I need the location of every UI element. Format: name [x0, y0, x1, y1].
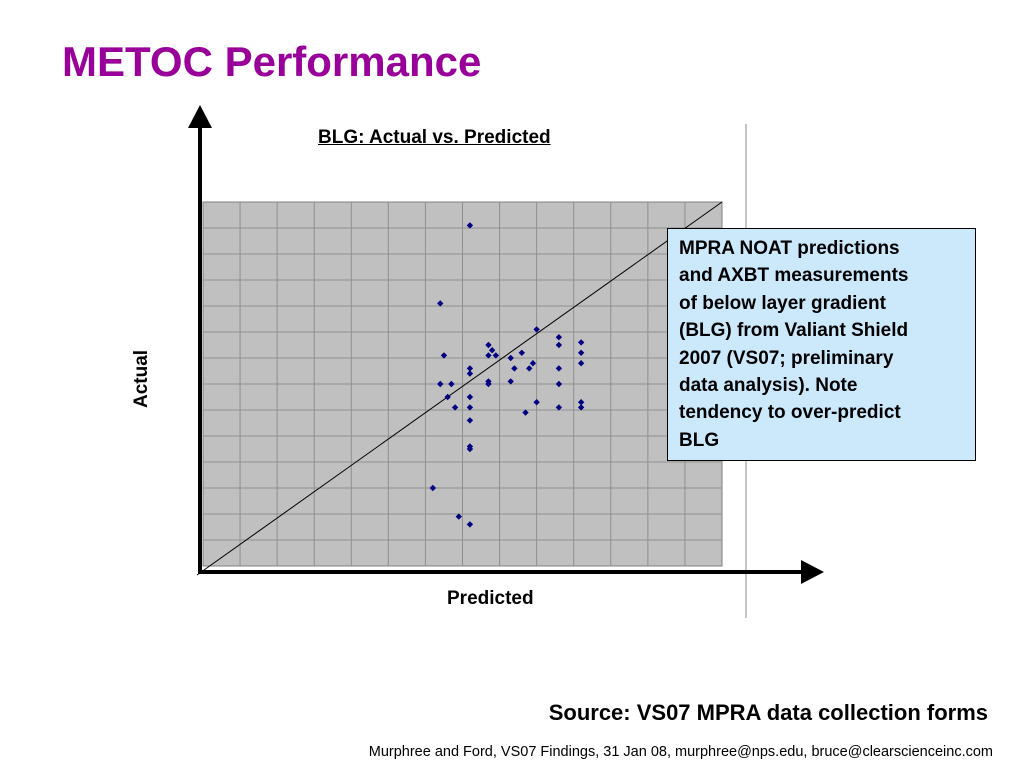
data-point	[577, 349, 585, 356]
data-point	[437, 300, 444, 307]
x-axis-arrowhead	[801, 560, 824, 584]
data-point	[529, 360, 537, 367]
data-point	[533, 326, 540, 333]
data-point	[555, 365, 563, 372]
data-point	[526, 365, 533, 372]
data-point	[518, 349, 526, 356]
data-point	[429, 484, 437, 492]
data-point	[533, 399, 540, 406]
data-point	[507, 378, 514, 385]
data-point	[437, 380, 444, 388]
data-point	[485, 380, 492, 388]
data-point	[555, 404, 563, 411]
data-point	[511, 365, 518, 372]
y-axis-label: Actual	[131, 349, 152, 408]
annotation-line: MPRA NOAT predictions	[679, 238, 900, 259]
data-point	[577, 360, 585, 367]
chart-title: BLG: Actual vs. Predicted	[318, 127, 551, 148]
data-point	[466, 222, 474, 229]
data-point	[448, 380, 455, 388]
data-point	[507, 354, 514, 362]
annotation-line: BLG	[679, 429, 720, 451]
data-point	[555, 380, 563, 388]
data-point	[451, 404, 459, 411]
footer-credit: Murphree and Ford, VS07 Findings, 31 Jan…	[368, 744, 993, 760]
annotation-line: (BLG) from Valiant Shield	[679, 320, 909, 342]
data-point	[488, 347, 496, 354]
data-point	[522, 409, 529, 416]
data-point	[555, 334, 563, 341]
data-point	[577, 339, 585, 346]
data-point	[466, 445, 474, 453]
annotation-line: data analysis). Note	[679, 375, 858, 397]
reference-line	[196, 201, 723, 576]
data-point	[466, 370, 474, 377]
x-axis-label: Predicted	[447, 588, 534, 609]
y-axis-arrowhead	[188, 105, 212, 128]
data-point	[555, 341, 563, 349]
data-point	[485, 352, 492, 359]
data-point	[466, 404, 474, 411]
annotation-line: of below layer gradient	[679, 292, 886, 314]
data-point	[466, 521, 474, 528]
source-note: Source: VS07 MPRA data collection forms	[548, 700, 988, 725]
data-point	[466, 417, 474, 424]
annotation-line: 2007 (VS07; preliminary	[679, 347, 894, 369]
annotation-line: and AXBT measurements	[679, 265, 909, 287]
data-point	[577, 399, 585, 406]
slide-title: METOC Performance	[62, 38, 482, 85]
annotation-line: tendency to over-predict	[679, 402, 901, 424]
data-point	[440, 352, 448, 359]
plot-area	[196, 201, 723, 576]
data-point	[466, 393, 474, 401]
annotation-box: MPRA NOAT predictions and AXBT measureme…	[667, 228, 976, 462]
data-point	[466, 365, 474, 372]
data-point	[492, 352, 500, 359]
data-point	[444, 393, 451, 401]
data-point	[485, 341, 492, 349]
data-point	[455, 513, 462, 520]
data-point	[577, 404, 585, 411]
